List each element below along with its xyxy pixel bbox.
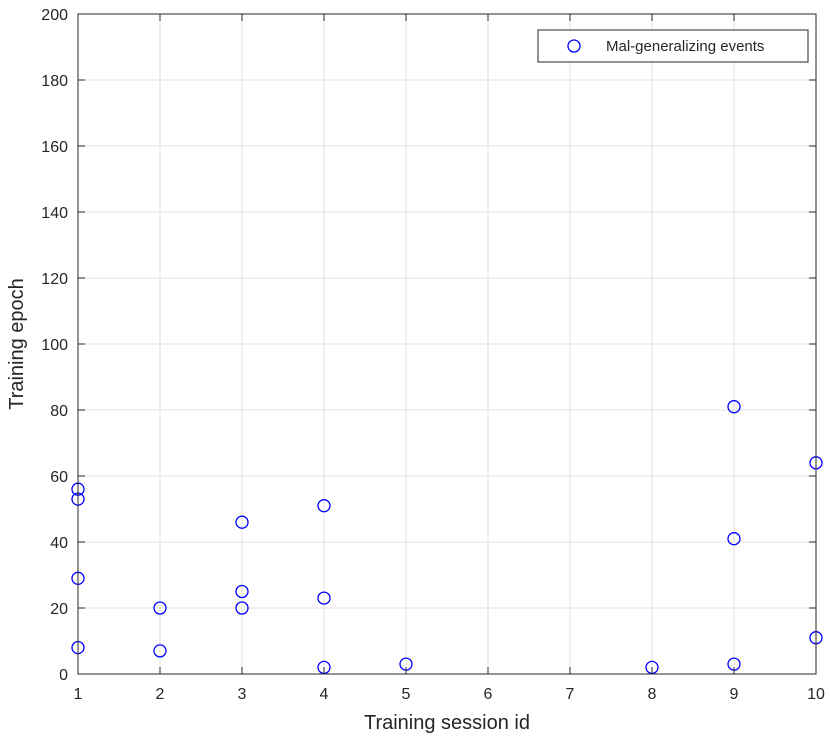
legend-marker [567, 39, 581, 53]
x-tick-label: 1 [74, 686, 83, 703]
y-tick-label: 20 [50, 601, 68, 618]
data-point [317, 591, 331, 605]
data-point [317, 499, 331, 513]
y-tick-label: 80 [50, 403, 68, 420]
data-point [153, 601, 167, 615]
x-tick-label: 3 [238, 686, 247, 703]
y-tick-label: 120 [41, 271, 68, 288]
data-point [153, 644, 167, 658]
legend-box [537, 29, 809, 63]
y-tick-label: 40 [50, 535, 68, 552]
data-point [235, 584, 249, 599]
y-tick-labels: 0 20 40 60 80 100 120 140 160 180 200 [41, 7, 68, 684]
x-tick-label: 9 [730, 686, 739, 703]
x-axis-label: Training session id [364, 712, 530, 734]
y-tick-label: 200 [41, 7, 68, 24]
y-axis-label: Training epoch [6, 278, 28, 410]
legend: Mal-generalizing events [537, 29, 809, 63]
axis-ticks [77, 13, 817, 675]
data-point [727, 400, 741, 414]
y-tick-label: 140 [41, 205, 68, 222]
x-tick-label: 6 [484, 686, 493, 703]
y-tick-label: 180 [41, 73, 68, 90]
x-tick-labels: 1 2 3 4 5 6 7 8 9 10 [74, 686, 825, 703]
x-tick-label: 4 [320, 686, 329, 703]
data-point [235, 515, 249, 529]
x-tick-label: 8 [648, 686, 657, 703]
x-tick-label: 2 [156, 686, 165, 703]
x-tick-label: 5 [402, 686, 411, 703]
x-tick-label: 7 [566, 686, 575, 703]
y-tick-label: 100 [41, 337, 68, 354]
y-tick-label: 160 [41, 139, 68, 156]
y-tick-label: 60 [50, 469, 68, 486]
data-point [235, 601, 249, 615]
x-tick-label: 10 [807, 686, 825, 703]
legend-label: Mal-generalizing events [606, 38, 764, 55]
data-point [727, 532, 741, 546]
y-tick-label: 0 [59, 667, 68, 684]
